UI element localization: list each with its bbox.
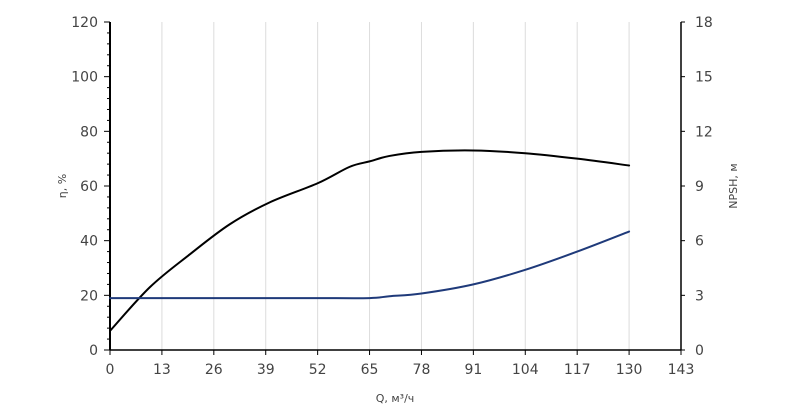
x-tick-label: 104 bbox=[512, 362, 539, 378]
vertical-grid bbox=[161, 22, 630, 350]
x-tick-label: 39 bbox=[257, 362, 275, 378]
y-left-tick-label: 100 bbox=[71, 70, 98, 86]
efficiency-curve bbox=[109, 149, 631, 332]
y-right-tick-label: 6 bbox=[695, 234, 704, 250]
npsh-curve bbox=[109, 230, 631, 300]
y-right-tick-label: 18 bbox=[695, 15, 713, 31]
x-tick-labels: 0 13 26 39 52 65 78 91 104 117 130 143 bbox=[106, 362, 695, 378]
y-left-tick-labels: 0 20 40 60 80 100 120 bbox=[71, 15, 98, 359]
y-left-tick-label: 60 bbox=[80, 179, 98, 195]
x-tick-label: 130 bbox=[616, 362, 643, 378]
x-tick-label: 78 bbox=[413, 362, 431, 378]
y-right-tick-label: 3 bbox=[695, 288, 704, 304]
x-tick-label: 0 bbox=[106, 362, 115, 378]
x-tick-label: 143 bbox=[668, 362, 695, 378]
y-left-tick-label: 120 bbox=[71, 15, 98, 31]
x-axis-title: Q, м³/ч bbox=[376, 392, 415, 405]
series-group bbox=[109, 149, 631, 332]
y-left-axis-title: η, % bbox=[56, 174, 69, 198]
y-right-tick-label: 9 bbox=[695, 179, 704, 195]
y-right-tick-labels: 0 3 6 9 12 15 18 bbox=[695, 15, 713, 359]
y-right-axis-title: NPSH, м bbox=[727, 163, 740, 208]
x-tick-label: 117 bbox=[564, 362, 591, 378]
y-right-tick-label: 15 bbox=[695, 70, 713, 86]
y-left-tick-label: 20 bbox=[80, 288, 98, 304]
x-tick-label: 65 bbox=[361, 362, 379, 378]
x-tick-label: 26 bbox=[205, 362, 223, 378]
x-tick-label: 13 bbox=[153, 362, 171, 378]
axes bbox=[104, 21, 685, 355]
y-right-tick-label: 12 bbox=[695, 124, 713, 140]
y-right-tick-label: 0 bbox=[695, 343, 704, 359]
x-tick-label: 91 bbox=[464, 362, 482, 378]
y-left-tick-label: 0 bbox=[89, 343, 98, 359]
y-left-tick-label: 40 bbox=[80, 234, 98, 250]
y-left-tick-label: 80 bbox=[80, 124, 98, 140]
x-tick-label: 52 bbox=[309, 362, 327, 378]
